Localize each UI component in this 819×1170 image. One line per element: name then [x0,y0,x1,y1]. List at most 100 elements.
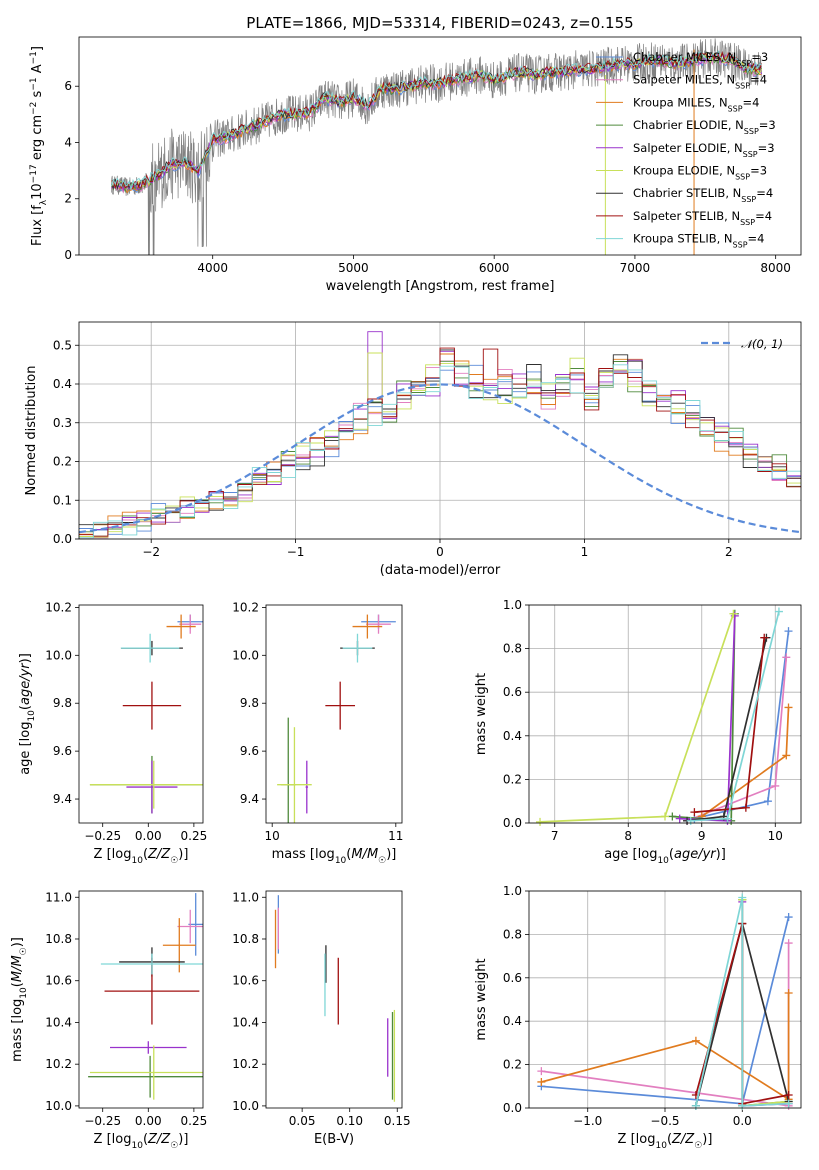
y-axis-label-part: mass weight [474,673,489,755]
legend-entry-sub: SSP [733,240,748,249]
legend-entry: Salpeter STELIB, NSSP=4 [633,209,772,227]
x-tick-label: −1 [287,545,305,559]
x-axis-label-part: )] [386,847,396,862]
legend-entry-tail: =3 [759,118,776,132]
x-tick-label: 0.00 [135,1114,162,1128]
legend-entry-sub: SSP [735,81,750,90]
x-axis-label-part: age/yr [674,847,717,862]
x-axis-label-part: ( [667,1132,672,1147]
y-tick-label: 0.6 [503,685,522,699]
legend-entry-sub: SSP [728,104,743,113]
weight-point-marker [729,609,738,618]
x-tick-label: 2 [725,545,733,559]
legend-entry-tail: =3 [758,141,775,155]
x-axis-label-part: age [log [604,847,657,862]
y-axis-label-part: M/M [10,955,25,982]
legend-entry: Kroupa ELODIE, NSSP=3 [633,164,767,182]
weight-point-marker [690,808,699,817]
y-tick-label: 10.8 [45,932,72,946]
y-axis-label: mass [log10(M/M☉)] [10,937,29,1062]
x-tick-label: −0.5 [650,1114,679,1128]
weight-point-marker [537,1067,546,1076]
legend-entry: 𝒩(0, 1) [741,337,783,351]
axes-frame [78,36,802,256]
axes-frame [528,604,802,824]
z-weight-panel: −1.0 −0.5 0.0 0.0 0.2 0.4 0.6 0.8 1.0 Z [log10(Z/… [474,884,802,1151]
x-tick-label: 10 [265,829,280,843]
y-tick-label: 9.4 [240,792,259,806]
y-tick-label: 0.2 [53,455,72,469]
legend-entry: Chabrier ELODIE, NSSP=3 [633,118,776,136]
x-tick-label: 11 [388,829,403,843]
legend-entry-sub: SSP [735,172,750,181]
x-tick-label: −0.25 [84,829,121,843]
y-tick-label: 0.4 [503,1014,522,1028]
y-tick-label: 9.8 [53,696,72,710]
weight-point-marker [774,607,783,616]
y-axis-label-part: ( [10,982,25,987]
x-axis-label-part: ☉ [170,856,178,866]
y-tick-label: 0.0 [53,532,72,546]
legend-entry-tail: =4 [750,73,767,87]
y-axis-label: mass weight [474,673,489,755]
x-tick-label: 0 [436,545,444,559]
y-tick-label: 10.4 [232,1015,259,1029]
weight-point-marker [784,1099,793,1108]
weight-point-marker [760,633,769,642]
y-axis-label-part: Normed distribution [24,366,39,496]
y-axis-label-part: 10 [27,710,37,722]
legend-entry-tail: =4 [748,232,765,246]
model-spectrum-line [111,54,762,194]
y-tick-label: 9.6 [240,744,259,758]
x-axis-label-part: mass [log [272,847,335,862]
y-tick-label: 9.6 [53,744,72,758]
x-tick-label: 5000 [338,261,369,275]
weight-point-marker [536,817,545,826]
legend-entry-tail: =4 [743,95,760,109]
z-age-panel: −0.25 0.00 0.259.49.69.810.010.2Z [log10(Z… [18,600,207,866]
weight-point-marker [763,797,772,806]
y-axis-label-part: mass weight [474,958,489,1040]
y-axis-label-part: age/yr [18,662,33,705]
y-axis-label-part: λ [39,199,49,205]
y-tick-label: 10.2 [45,600,72,614]
x-tick-label: 6000 [479,261,510,275]
weight-point-marker [784,988,793,997]
axes-frame [78,321,802,540]
x-tick-label: 0.25 [181,1114,208,1128]
y-axis-label-part: s [30,90,45,101]
axes-frame [78,604,204,824]
weight-series-line [672,613,736,822]
y-tick-label: 0.4 [53,377,72,391]
y-axis-label-part: ( [18,705,33,710]
x-tick-label: 0.10 [336,1114,363,1128]
x-axis-label-part: )] [178,847,188,862]
x-axis-label-part: wavelength [Angstrom, rest frame] [326,279,555,294]
y-axis-label-part: ] [30,46,45,51]
x-tick-label: 4000 [197,261,228,275]
y-axis-label-part: mass [log [10,999,25,1062]
y-axis-label-part: age [log [18,722,33,775]
x-axis-label: Z [log10(Z/Z☉)] [94,1132,189,1151]
x-axis-label: Z [log10(Z/Z☉)] [94,847,189,866]
legend-entry-main: Chabrier ELODIE, N [633,118,744,132]
z-mass-panel: −0.25 0.00 0.25 10.0 10.2 10.4 10.6 10.8 11.0 Z [… [10,890,208,1151]
ebv-mass-panel: 0.05 0.10 0.15 10.0 10.2 10.4 10.6 10.8 11.0 E(B-… [232,890,410,1147]
axes-frame [78,890,204,1109]
legend-entry-sub: SSP [740,217,755,226]
y-axis-label-part: )] [10,937,25,947]
y-axis-label-part: −1 [29,51,39,64]
legend-entry-main: Chabrier MILES, N [633,50,736,64]
legend-entry-main: Kroupa MILES, N [633,95,728,109]
y-tick-label: 9.4 [53,792,72,806]
weight-point-marker [675,814,684,823]
x-axis-label-part: )] [716,847,726,862]
x-tick-label: 0.15 [384,1114,411,1128]
x-axis-label-part: Z/Z [147,847,171,862]
x-tick-label: 1 [581,545,589,559]
y-tick-label: 10.2 [45,1057,72,1071]
y-tick-label: 0.8 [503,642,522,656]
y-tick-label: 10.6 [45,974,72,988]
weight-point-marker [771,781,780,790]
y-tick-label: 0.0 [503,1101,522,1115]
